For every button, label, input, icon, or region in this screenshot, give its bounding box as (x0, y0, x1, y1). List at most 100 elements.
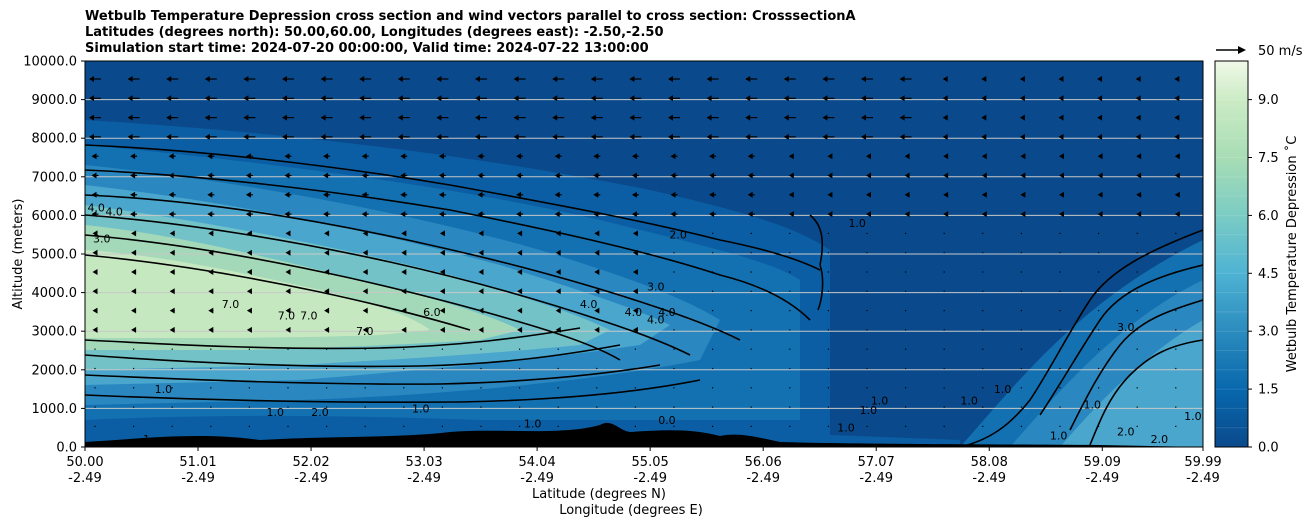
wind-vector (133, 367, 135, 370)
wind-vector (210, 348, 212, 350)
contour-line (959, 229, 1203, 447)
wind-vector (712, 348, 714, 350)
wind-vector (441, 425, 443, 427)
wind-vector (517, 307, 523, 314)
wind-vector (127, 133, 140, 140)
x-tick-label-lat: 59.09 (1084, 455, 1121, 470)
wind-vector (245, 172, 253, 179)
contour-line (85, 254, 471, 331)
wind-vector (981, 114, 987, 121)
wind-vector (1136, 329, 1138, 331)
wind-vector (632, 307, 638, 314)
wind-vector (943, 153, 949, 160)
contour-label: 1.0 (1083, 398, 1101, 411)
contour-lines (85, 144, 1203, 447)
wind-vector (397, 114, 410, 121)
wind-vector (246, 307, 252, 314)
wind-vector (593, 153, 601, 160)
wind-vector (320, 95, 333, 102)
wind-vector (204, 133, 217, 140)
wind-vector (92, 230, 98, 237)
wind-vector (1020, 406, 1022, 408)
wind-vector (1059, 348, 1061, 350)
wind-vector (905, 232, 907, 234)
wind-vector (362, 288, 368, 295)
wind-vector (750, 310, 752, 312)
wind-vector (243, 95, 256, 102)
wind-vector (1175, 290, 1177, 292)
contour-label: 4.0 (658, 306, 676, 319)
wind-vector (827, 191, 833, 198)
wind-vector (668, 133, 680, 140)
wind-vector (477, 211, 485, 218)
wind-vector (284, 211, 292, 218)
wind-vector (982, 271, 984, 273)
wind-vector (866, 252, 868, 254)
contour-label: 1.0 (1184, 410, 1202, 423)
wind-vector (904, 172, 910, 179)
wind-vector (670, 153, 678, 160)
contour-label: 7.0 (356, 325, 374, 338)
wind-vector (324, 307, 330, 314)
y-tick-label: 4000.0 (32, 286, 78, 301)
wind-vector (436, 76, 449, 82)
wind-vector (1020, 425, 1022, 427)
wind-vector (361, 153, 369, 160)
wind-vector (827, 406, 829, 408)
wind-vector (1136, 172, 1142, 179)
wind-vector (1058, 76, 1064, 82)
wind-vector (750, 367, 752, 370)
wind-vector (517, 326, 523, 333)
wind-vector (557, 425, 559, 427)
wind-vector (557, 387, 559, 389)
wind-vector (285, 326, 291, 333)
wind-vector (92, 326, 98, 333)
wind-vector (400, 211, 408, 218)
wind-vector (282, 133, 294, 140)
wind-vector (943, 310, 945, 312)
wind-vector (245, 191, 253, 198)
wind-vector (284, 172, 292, 179)
wind-vector (982, 425, 984, 427)
wind-vector (362, 326, 368, 333)
wind-vector (208, 326, 214, 333)
wind-vector (712, 367, 714, 370)
wind-vector (166, 114, 179, 121)
wind-vector (905, 252, 907, 254)
wind-vector (745, 95, 758, 102)
wind-vector (1059, 329, 1061, 331)
wind-vector (323, 211, 331, 218)
wind-vector (981, 133, 987, 140)
wind-vector (403, 387, 405, 389)
wind-vector (207, 191, 215, 198)
colorbar-tick-label: 3.0 (1258, 325, 1279, 340)
plot-area (85, 61, 1203, 447)
wind-vector (169, 230, 175, 237)
colorbar-tick-label: 7.5 (1258, 151, 1279, 166)
contour-line (1039, 264, 1203, 416)
wind-vector (555, 249, 561, 256)
wind-vector (210, 406, 212, 408)
wind-vector (480, 387, 482, 389)
wind-vector (439, 326, 445, 333)
contour-label: 1.0 (848, 217, 866, 230)
wind-vector (1098, 329, 1100, 331)
wind-vector (91, 172, 99, 179)
wind-vector (133, 406, 135, 408)
wind-vector (364, 348, 366, 350)
wind-vector (554, 211, 562, 218)
chart-title-line1: Wetbulb Temperature Depression cross sec… (85, 9, 856, 24)
wind-vector (827, 425, 829, 427)
wind-vector (1059, 290, 1061, 292)
wind-vector (629, 95, 642, 102)
wind-vector (1020, 348, 1022, 350)
wind-vector (673, 387, 675, 389)
wind-vector (750, 290, 752, 292)
wind-vector (899, 133, 912, 140)
wind-vector (1020, 172, 1026, 179)
wind-vector (789, 271, 791, 273)
colorbar-tick-label: 0.0 (1258, 441, 1279, 456)
wind-vector (480, 348, 482, 350)
wind-vector (866, 329, 868, 331)
